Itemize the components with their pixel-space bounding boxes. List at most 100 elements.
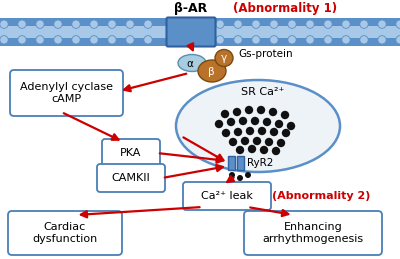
Circle shape xyxy=(18,20,26,28)
Circle shape xyxy=(239,117,247,125)
Circle shape xyxy=(342,20,350,28)
Text: Gs-protein: Gs-protein xyxy=(238,49,293,59)
Text: RyR2: RyR2 xyxy=(247,158,273,168)
Bar xyxy=(0,38,400,46)
Circle shape xyxy=(18,36,26,44)
Circle shape xyxy=(248,145,256,153)
Circle shape xyxy=(281,111,289,119)
Circle shape xyxy=(227,118,235,126)
Text: γ: γ xyxy=(221,53,227,63)
Text: (Abnormality 2): (Abnormality 2) xyxy=(272,191,370,201)
Bar xyxy=(237,156,244,170)
Circle shape xyxy=(36,20,44,28)
Circle shape xyxy=(233,108,241,116)
FancyBboxPatch shape xyxy=(244,211,382,255)
Ellipse shape xyxy=(178,54,206,71)
Bar xyxy=(228,156,235,170)
Circle shape xyxy=(234,128,242,136)
Text: Ca²⁺ leak: Ca²⁺ leak xyxy=(201,191,253,201)
Circle shape xyxy=(126,36,134,44)
FancyBboxPatch shape xyxy=(183,182,271,210)
Text: (Abnormality 1): (Abnormality 1) xyxy=(233,2,337,15)
Circle shape xyxy=(360,20,368,28)
Circle shape xyxy=(216,36,224,44)
Text: Enhancing
arrhythmogenesis: Enhancing arrhythmogenesis xyxy=(262,222,364,244)
Circle shape xyxy=(144,36,152,44)
FancyBboxPatch shape xyxy=(97,164,165,192)
Circle shape xyxy=(324,36,332,44)
Circle shape xyxy=(272,147,280,155)
Circle shape xyxy=(229,138,237,146)
Circle shape xyxy=(237,175,243,181)
Circle shape xyxy=(252,36,260,44)
Circle shape xyxy=(72,20,80,28)
Circle shape xyxy=(222,129,230,137)
Circle shape xyxy=(234,20,242,28)
Circle shape xyxy=(263,118,271,126)
Text: CAMKII: CAMKII xyxy=(112,173,150,183)
Circle shape xyxy=(270,128,278,136)
Circle shape xyxy=(108,36,116,44)
Circle shape xyxy=(90,20,98,28)
Circle shape xyxy=(216,20,224,28)
Text: α: α xyxy=(186,59,194,69)
Circle shape xyxy=(269,108,277,116)
Circle shape xyxy=(260,146,268,154)
Circle shape xyxy=(215,120,223,128)
Circle shape xyxy=(253,137,261,145)
Ellipse shape xyxy=(176,80,340,172)
Text: PKA: PKA xyxy=(120,148,142,158)
Circle shape xyxy=(54,36,62,44)
Circle shape xyxy=(270,36,278,44)
Text: SR Ca²⁺: SR Ca²⁺ xyxy=(241,87,285,97)
Circle shape xyxy=(245,172,251,178)
Circle shape xyxy=(126,20,134,28)
Circle shape xyxy=(54,20,62,28)
Circle shape xyxy=(36,36,44,44)
Bar xyxy=(0,18,400,26)
Circle shape xyxy=(241,137,249,145)
Circle shape xyxy=(90,36,98,44)
Circle shape xyxy=(0,20,8,28)
Circle shape xyxy=(378,36,386,44)
Circle shape xyxy=(257,106,265,114)
FancyBboxPatch shape xyxy=(102,139,160,167)
Circle shape xyxy=(288,20,296,28)
Circle shape xyxy=(277,139,285,147)
Text: β-AR: β-AR xyxy=(174,2,208,15)
Circle shape xyxy=(282,129,290,137)
FancyBboxPatch shape xyxy=(166,18,216,47)
Circle shape xyxy=(245,106,253,114)
Circle shape xyxy=(236,146,244,154)
Circle shape xyxy=(144,20,152,28)
Circle shape xyxy=(378,20,386,28)
Circle shape xyxy=(324,20,332,28)
Circle shape xyxy=(396,36,400,44)
Circle shape xyxy=(287,122,295,130)
Text: β: β xyxy=(208,67,214,77)
Circle shape xyxy=(396,20,400,28)
Circle shape xyxy=(252,20,260,28)
Circle shape xyxy=(234,36,242,44)
Text: Cardiac
dysfunction: Cardiac dysfunction xyxy=(32,222,98,244)
Circle shape xyxy=(251,117,259,125)
Circle shape xyxy=(265,138,273,146)
Ellipse shape xyxy=(215,49,233,67)
Circle shape xyxy=(306,36,314,44)
Circle shape xyxy=(342,36,350,44)
FancyBboxPatch shape xyxy=(10,70,123,116)
Bar xyxy=(0,18,400,46)
Ellipse shape xyxy=(198,60,226,82)
Circle shape xyxy=(72,36,80,44)
Circle shape xyxy=(270,20,278,28)
Circle shape xyxy=(275,120,283,128)
FancyBboxPatch shape xyxy=(8,211,122,255)
Circle shape xyxy=(288,36,296,44)
Circle shape xyxy=(229,172,235,178)
Circle shape xyxy=(246,127,254,135)
Circle shape xyxy=(306,20,314,28)
Circle shape xyxy=(108,20,116,28)
Text: Adenylyl cyclase
cAMP: Adenylyl cyclase cAMP xyxy=(20,82,113,104)
Circle shape xyxy=(0,36,8,44)
Circle shape xyxy=(258,127,266,135)
